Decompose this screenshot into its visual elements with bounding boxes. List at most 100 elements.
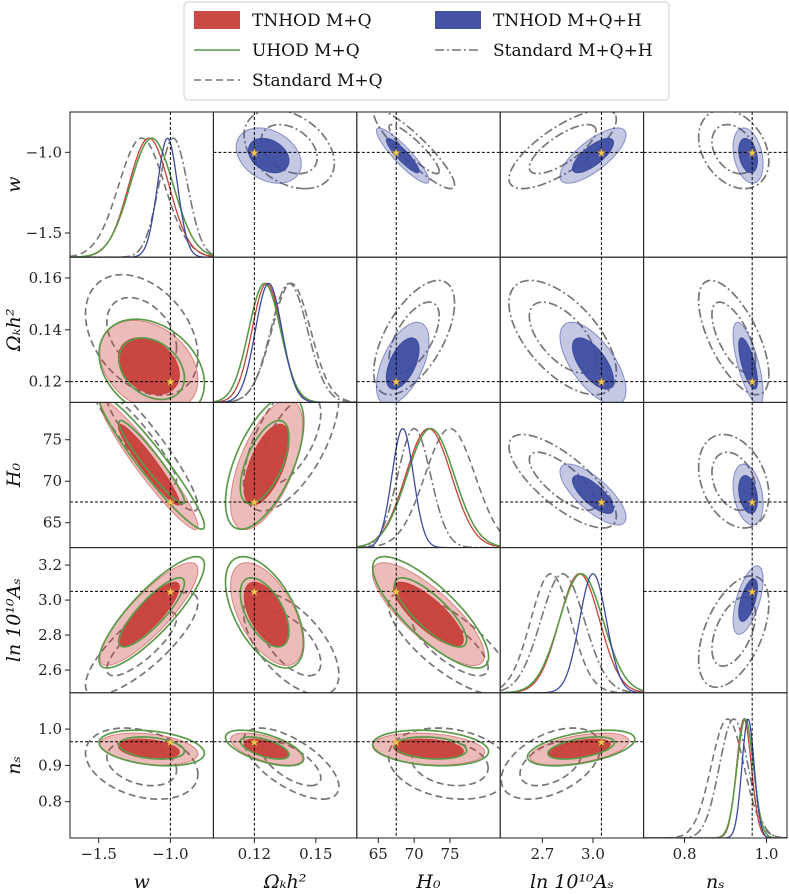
truth-star: ★ <box>165 376 175 389</box>
y-tick-label: 65 <box>43 514 62 532</box>
contour-line <box>411 611 490 677</box>
panel-r3-c2: ★ <box>356 547 501 694</box>
panel-r2-c0: ★ <box>69 401 214 549</box>
panel-r4-c4 <box>643 692 788 839</box>
marginal-curve <box>356 427 501 548</box>
contour-68 <box>571 475 614 514</box>
contour-line <box>546 736 616 760</box>
panel-r0-c2: ★ <box>356 111 501 258</box>
truth-star: ★ <box>391 585 401 598</box>
panel-r1-c1 <box>212 256 358 403</box>
contour-line <box>388 123 441 175</box>
marginal-curve <box>643 717 787 838</box>
truth-star: ★ <box>249 146 259 159</box>
contour-68 <box>738 578 758 622</box>
contour-68 <box>738 137 758 174</box>
y-tick-label: 0.16 <box>29 269 62 287</box>
contour-line <box>242 402 340 512</box>
marginal-curve <box>213 282 357 403</box>
contour-68 <box>385 137 420 174</box>
x-tick-label: 2.7 <box>530 845 554 863</box>
contour-line <box>393 736 468 760</box>
contour-line <box>224 402 305 531</box>
marginal-curve <box>70 137 214 258</box>
panel-r0-c3: ★ <box>499 111 645 258</box>
truth-star: ★ <box>249 736 259 749</box>
marginal-curve <box>356 427 501 548</box>
y-tick-label: −1.0 <box>26 143 62 161</box>
panel-r3-c0: ★ <box>69 547 214 694</box>
truth-star: ★ <box>165 585 175 598</box>
x-tick-label: 70 <box>405 845 424 863</box>
y-tick-label: 75 <box>43 431 62 449</box>
contour-line <box>372 279 456 396</box>
x-tick-label: 0.12 <box>238 845 271 863</box>
x-tick-label: 1.0 <box>755 845 779 863</box>
contour-68 <box>571 337 615 390</box>
y-tick-label: 2.6 <box>38 661 62 679</box>
contour-line <box>98 318 206 403</box>
panel-r3-c3 <box>499 547 645 694</box>
marginal-curve <box>213 282 357 403</box>
panel-r0-c4: ★ <box>643 111 788 258</box>
marginal-curve <box>213 282 357 403</box>
legend-swatch <box>194 11 240 29</box>
x-axis-label: Ωₖh² <box>263 871 307 893</box>
contour-line <box>239 576 290 648</box>
panel-r3-c4: ★ <box>643 547 788 694</box>
y-axis-label: H₀ <box>3 463 25 489</box>
y-tick-label: 0.14 <box>29 321 62 339</box>
panel-frame <box>69 692 214 839</box>
marginal-curve <box>500 572 644 693</box>
panel-r0-c0 <box>69 111 214 258</box>
y-axis-label: w <box>3 176 25 192</box>
truth-star: ★ <box>391 736 401 749</box>
y-tick-label: 0.9 <box>38 756 62 774</box>
y-tick-label: −1.5 <box>26 224 62 242</box>
contour-line <box>508 279 618 396</box>
panel-r4-c0: ★ <box>69 692 214 839</box>
marginal-curve <box>500 573 644 693</box>
contour-line <box>224 555 305 669</box>
truth-star: ★ <box>747 585 757 598</box>
contour-line <box>84 591 199 693</box>
panel-r3-c1: ★ <box>212 547 358 694</box>
marginal-curve <box>643 718 787 838</box>
contour-line <box>106 402 178 485</box>
contour-line <box>224 729 305 767</box>
legend-swatch <box>435 11 481 29</box>
marginal-curve <box>500 572 644 693</box>
panel-r2-c2 <box>356 401 501 549</box>
marginal-curve <box>213 282 357 403</box>
panel-frame <box>643 547 788 694</box>
y-axis-label: ln 10¹⁰Aₛ <box>3 578 25 662</box>
panel-r1-c3: ★ <box>499 256 645 403</box>
contour-line <box>118 576 186 648</box>
legend-label: TNHOD M+Q <box>252 11 372 31</box>
contour-line <box>242 727 340 800</box>
y-tick-label: 0.8 <box>38 793 62 811</box>
truth-star: ★ <box>391 376 401 389</box>
contour-line <box>528 123 597 175</box>
contour-line <box>98 555 206 669</box>
marginal-curve <box>70 137 214 258</box>
panels: ★ ★ ★ ★★ ★ ★ ★★ ★ ★ ★★ ★ ★ ★★ ★ ★ ★−1.5 −1.0w0.12 0.15Ωₖh… <box>3 111 788 893</box>
y-tick-label: 70 <box>43 472 62 490</box>
panel-r1-c4: ★ <box>643 256 788 403</box>
x-tick-label: −1.0 <box>152 845 188 863</box>
y-axis-label: Ωₖh² <box>3 309 25 353</box>
contour-line <box>388 301 441 374</box>
x-axis-label: w <box>134 871 150 893</box>
contour-line <box>239 419 290 505</box>
panel-frame <box>643 111 788 258</box>
panel-r1-c0: ★ <box>69 256 214 403</box>
marginal-curve <box>356 427 501 548</box>
panel-frame <box>643 401 788 549</box>
x-tick-label: 65 <box>369 845 388 863</box>
contour-line <box>371 729 490 767</box>
contour-line <box>98 402 206 531</box>
x-tick-label: 0.8 <box>673 845 697 863</box>
y-axis-label: nₛ <box>3 756 25 775</box>
contour-line <box>98 729 206 767</box>
panel-r0-c1: ★ <box>212 111 358 258</box>
